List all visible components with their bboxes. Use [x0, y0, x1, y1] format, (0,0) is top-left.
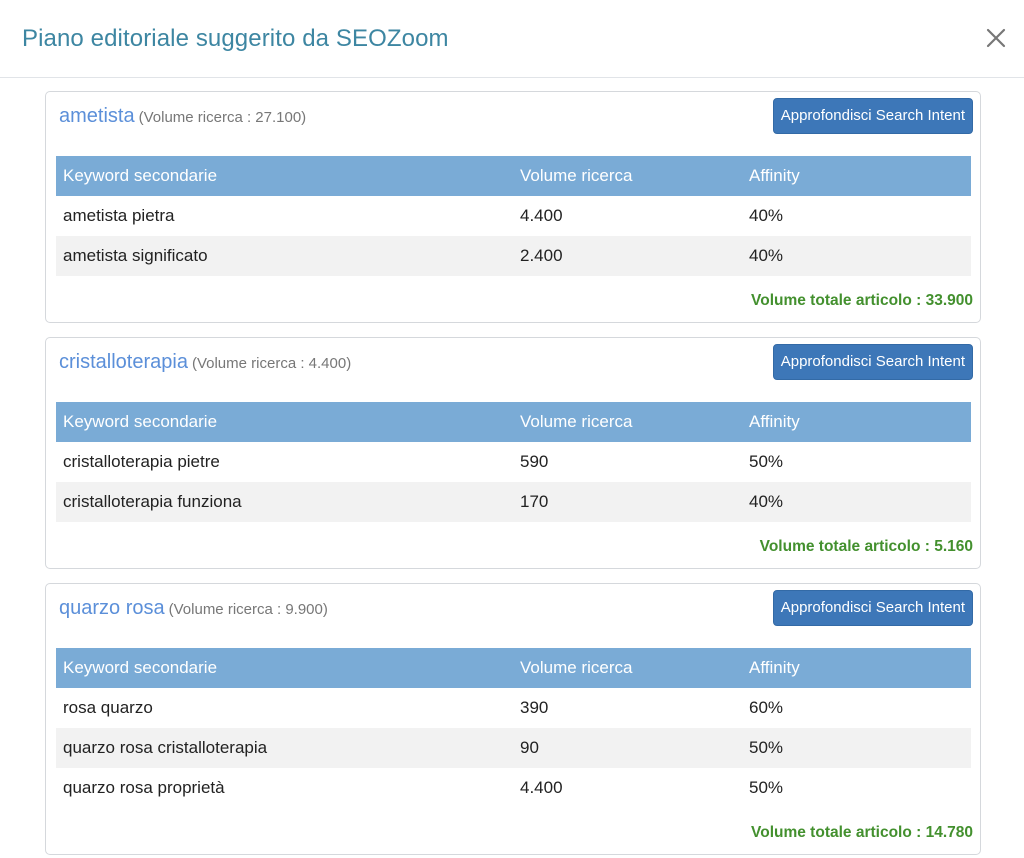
cell-affinity: 50% [742, 768, 971, 808]
cell-affinity: 60% [742, 688, 971, 728]
close-icon [986, 28, 1006, 48]
search-volume-note: (Volume ricerca : 27.100) [138, 109, 307, 126]
table-row: quarzo rosa cristalloterapia 90 50% [56, 728, 971, 768]
close-button[interactable] [982, 24, 1010, 52]
table-row: cristalloterapia pietre 590 50% [56, 442, 971, 482]
cell-affinity: 50% [742, 728, 971, 768]
search-volume-note: (Volume ricerca : 9.900) [168, 601, 328, 618]
card-header: quarzo rosa (Volume ricerca : 9.900) Appr… [46, 584, 980, 648]
cell-volume: 590 [513, 442, 742, 482]
cell-affinity: 40% [742, 196, 971, 236]
card-header: cristalloterapia (Volume ricerca : 4.400)… [46, 338, 980, 402]
table-header-row: Keyword secondarie Volume ricerca Affini… [56, 648, 971, 688]
column-header-volume: Volume ricerca [513, 156, 742, 196]
cell-affinity: 40% [742, 236, 971, 276]
table-header-row: Keyword secondarie Volume ricerca Affini… [56, 402, 971, 442]
search-intent-button[interactable]: Approfondisci Search Intent [772, 590, 973, 626]
column-header-affinity: Affinity [742, 648, 971, 688]
cell-volume: 2.400 [513, 236, 742, 276]
keyword-card: ametista (Volume ricerca : 27.100) Approf… [45, 91, 981, 323]
main-keyword-label: cristalloterapia [59, 351, 188, 373]
modal-title: Piano editoriale suggerito da SEOZoom [22, 25, 449, 52]
secondary-keywords-table: Keyword secondarie Volume ricerca Affini… [56, 156, 971, 276]
column-header-affinity: Affinity [742, 156, 971, 196]
cell-keyword: quarzo rosa cristalloterapia [56, 728, 513, 768]
cell-volume: 4.400 [513, 196, 742, 236]
search-volume-note: (Volume ricerca : 4.400) [191, 355, 352, 372]
keyword-card: cristalloterapia (Volume ricerca : 4.400)… [45, 337, 981, 569]
cell-volume: 170 [513, 482, 742, 522]
cell-volume: 4.400 [513, 768, 742, 808]
card-header: ametista (Volume ricerca : 27.100) Approf… [46, 92, 980, 156]
table-row: cristalloterapia funziona 170 40% [56, 482, 971, 522]
cell-keyword: ametista significato [56, 236, 513, 276]
modal-header: Piano editoriale suggerito da SEOZoom [0, 0, 1024, 78]
column-header-keyword: Keyword secondarie [56, 156, 513, 196]
article-total-volume: Volume totale articolo : 14.780 [751, 824, 973, 841]
table-row: ametista significato 2.400 40% [56, 236, 971, 276]
main-keyword: ametista (Volume ricerca : 27.100) [59, 105, 306, 128]
secondary-keywords-table: Keyword secondarie Volume ricerca Affini… [56, 648, 971, 808]
main-keyword: quarzo rosa (Volume ricerca : 9.900) [59, 597, 328, 620]
column-header-volume: Volume ricerca [513, 648, 742, 688]
article-total-volume: Volume totale articolo : 5.160 [759, 538, 973, 555]
search-intent-button[interactable]: Approfondisci Search Intent [772, 344, 973, 380]
table-row: rosa quarzo 390 60% [56, 688, 971, 728]
cell-volume: 390 [513, 688, 742, 728]
main-keyword-label: ametista [59, 105, 135, 127]
cell-keyword: quarzo rosa proprietà [56, 768, 513, 808]
cell-volume: 90 [513, 728, 742, 768]
cell-keyword: ametista pietra [56, 196, 513, 236]
article-total-volume: Volume totale articolo : 33.900 [751, 292, 973, 309]
column-header-affinity: Affinity [742, 402, 971, 442]
cell-keyword: cristalloterapia pietre [56, 442, 513, 482]
main-keyword-label: quarzo rosa [59, 597, 165, 619]
cell-affinity: 50% [742, 442, 971, 482]
column-header-keyword: Keyword secondarie [56, 402, 513, 442]
secondary-keywords-table: Keyword secondarie Volume ricerca Affini… [56, 402, 971, 522]
search-intent-button[interactable]: Approfondisci Search Intent [772, 98, 973, 134]
column-header-keyword: Keyword secondarie [56, 648, 513, 688]
editorial-plan-list: ametista (Volume ricerca : 27.100) Approf… [45, 91, 981, 858]
cell-affinity: 40% [742, 482, 971, 522]
keyword-card: quarzo rosa (Volume ricerca : 9.900) Appr… [45, 583, 981, 855]
cell-keyword: rosa quarzo [56, 688, 513, 728]
table-row: ametista pietra 4.400 40% [56, 196, 971, 236]
table-row: quarzo rosa proprietà 4.400 50% [56, 768, 971, 808]
table-header-row: Keyword secondarie Volume ricerca Affini… [56, 156, 971, 196]
main-keyword: cristalloterapia (Volume ricerca : 4.400) [59, 351, 351, 374]
cell-keyword: cristalloterapia funziona [56, 482, 513, 522]
column-header-volume: Volume ricerca [513, 402, 742, 442]
